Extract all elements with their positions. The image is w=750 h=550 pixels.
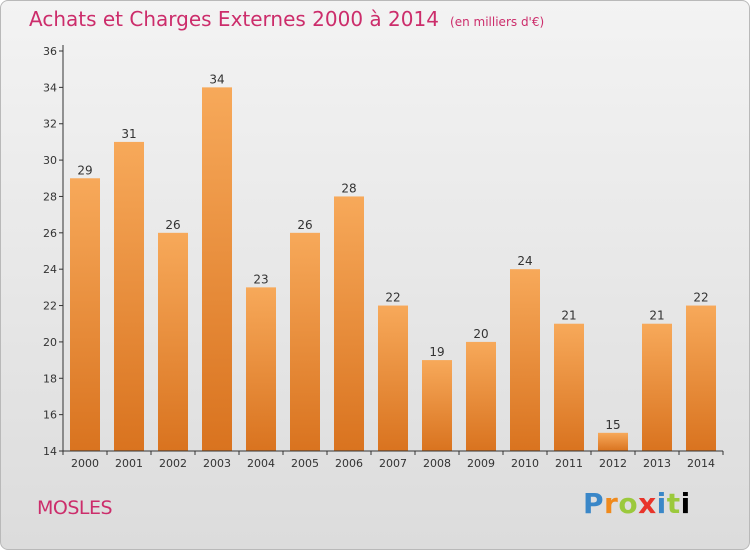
logo-letter: P bbox=[583, 487, 605, 520]
proxiti-logo: Proxiti bbox=[583, 487, 691, 520]
y-axis: 14 16 18 20 22 24 26 28 30 32 34 36 bbox=[43, 45, 64, 458]
data-label: 31 bbox=[121, 127, 136, 141]
bars: 29 31 26 34 23 26 28 22 19 20 24 21 15 21 22 bbox=[70, 72, 716, 452]
y-tick-label: 26 bbox=[43, 227, 57, 240]
logo-letter: x bbox=[638, 487, 657, 520]
bar bbox=[466, 341, 496, 451]
x-tick-label: 2011 bbox=[555, 457, 583, 470]
bar bbox=[510, 269, 540, 451]
bar bbox=[378, 305, 408, 451]
x-tick-label: 2009 bbox=[467, 457, 495, 470]
x-tick-label: 2007 bbox=[379, 457, 407, 470]
bar bbox=[290, 232, 320, 451]
x-tick-label: 2010 bbox=[511, 457, 539, 470]
bar bbox=[598, 432, 628, 451]
x-tick-label: 2004 bbox=[247, 457, 275, 470]
x-tick-label: 2008 bbox=[423, 457, 451, 470]
bar bbox=[334, 196, 364, 451]
commune-name: MOSLES bbox=[37, 497, 113, 519]
x-tick-label: 2013 bbox=[643, 457, 671, 470]
bar bbox=[686, 305, 716, 451]
bar bbox=[422, 360, 452, 451]
data-label: 21 bbox=[561, 309, 576, 323]
logo-letter: o bbox=[618, 487, 639, 520]
chart-title: Achats et Charges Externes 2000 à 2014 (… bbox=[29, 7, 544, 31]
data-label: 19 bbox=[429, 345, 444, 359]
bar bbox=[114, 141, 144, 451]
bar bbox=[158, 232, 188, 451]
x-tick-label: 2012 bbox=[599, 457, 627, 470]
y-tick-label: 32 bbox=[43, 118, 57, 131]
y-tick-label: 36 bbox=[43, 45, 57, 58]
y-tick-label: 28 bbox=[43, 190, 57, 203]
y-tick-label: 20 bbox=[43, 336, 57, 349]
logo-letter: t bbox=[666, 487, 681, 520]
x-tick-label: 2005 bbox=[291, 457, 319, 470]
y-tick-label: 34 bbox=[43, 81, 57, 94]
data-label: 22 bbox=[693, 291, 708, 305]
y-tick-label: 24 bbox=[43, 263, 57, 276]
logo-letter: i bbox=[680, 487, 691, 520]
bar bbox=[642, 323, 672, 451]
x-tick-label: 2003 bbox=[203, 457, 231, 470]
data-label: 28 bbox=[341, 181, 356, 195]
chart-title-text: Achats et Charges Externes 2000 à 2014 bbox=[29, 7, 439, 31]
data-label: 20 bbox=[473, 327, 488, 341]
chart-unit: (en milliers d'€) bbox=[450, 15, 545, 29]
y-tick-label: 30 bbox=[43, 154, 57, 167]
bar bbox=[70, 178, 100, 452]
x-axis: 2000 2001 2002 2003 2004 2005 2006 2007 2008 2009… bbox=[62, 450, 724, 470]
y-tick-label: 14 bbox=[43, 445, 57, 458]
bar bbox=[246, 287, 276, 451]
data-label: 22 bbox=[385, 291, 400, 305]
x-tick-label: 2000 bbox=[71, 457, 99, 470]
logo-letter: r bbox=[604, 487, 619, 520]
data-label: 23 bbox=[253, 272, 268, 286]
logo-letter: i bbox=[656, 487, 667, 520]
data-label: 34 bbox=[209, 72, 224, 86]
bar bbox=[202, 87, 232, 451]
data-label: 24 bbox=[517, 254, 532, 268]
data-label: 29 bbox=[77, 163, 92, 177]
y-tick-label: 16 bbox=[43, 409, 57, 422]
x-tick-label: 2006 bbox=[335, 457, 363, 470]
data-label: 26 bbox=[297, 218, 312, 232]
y-tick-label: 22 bbox=[43, 300, 57, 313]
data-label: 26 bbox=[165, 218, 180, 232]
x-tick-label: 2001 bbox=[115, 457, 143, 470]
data-label: 15 bbox=[605, 418, 620, 432]
x-tick-label: 2002 bbox=[159, 457, 187, 470]
y-tick-label: 18 bbox=[43, 372, 57, 385]
data-label: 21 bbox=[649, 309, 664, 323]
bar bbox=[554, 323, 584, 451]
x-tick-label: 2014 bbox=[687, 457, 715, 470]
